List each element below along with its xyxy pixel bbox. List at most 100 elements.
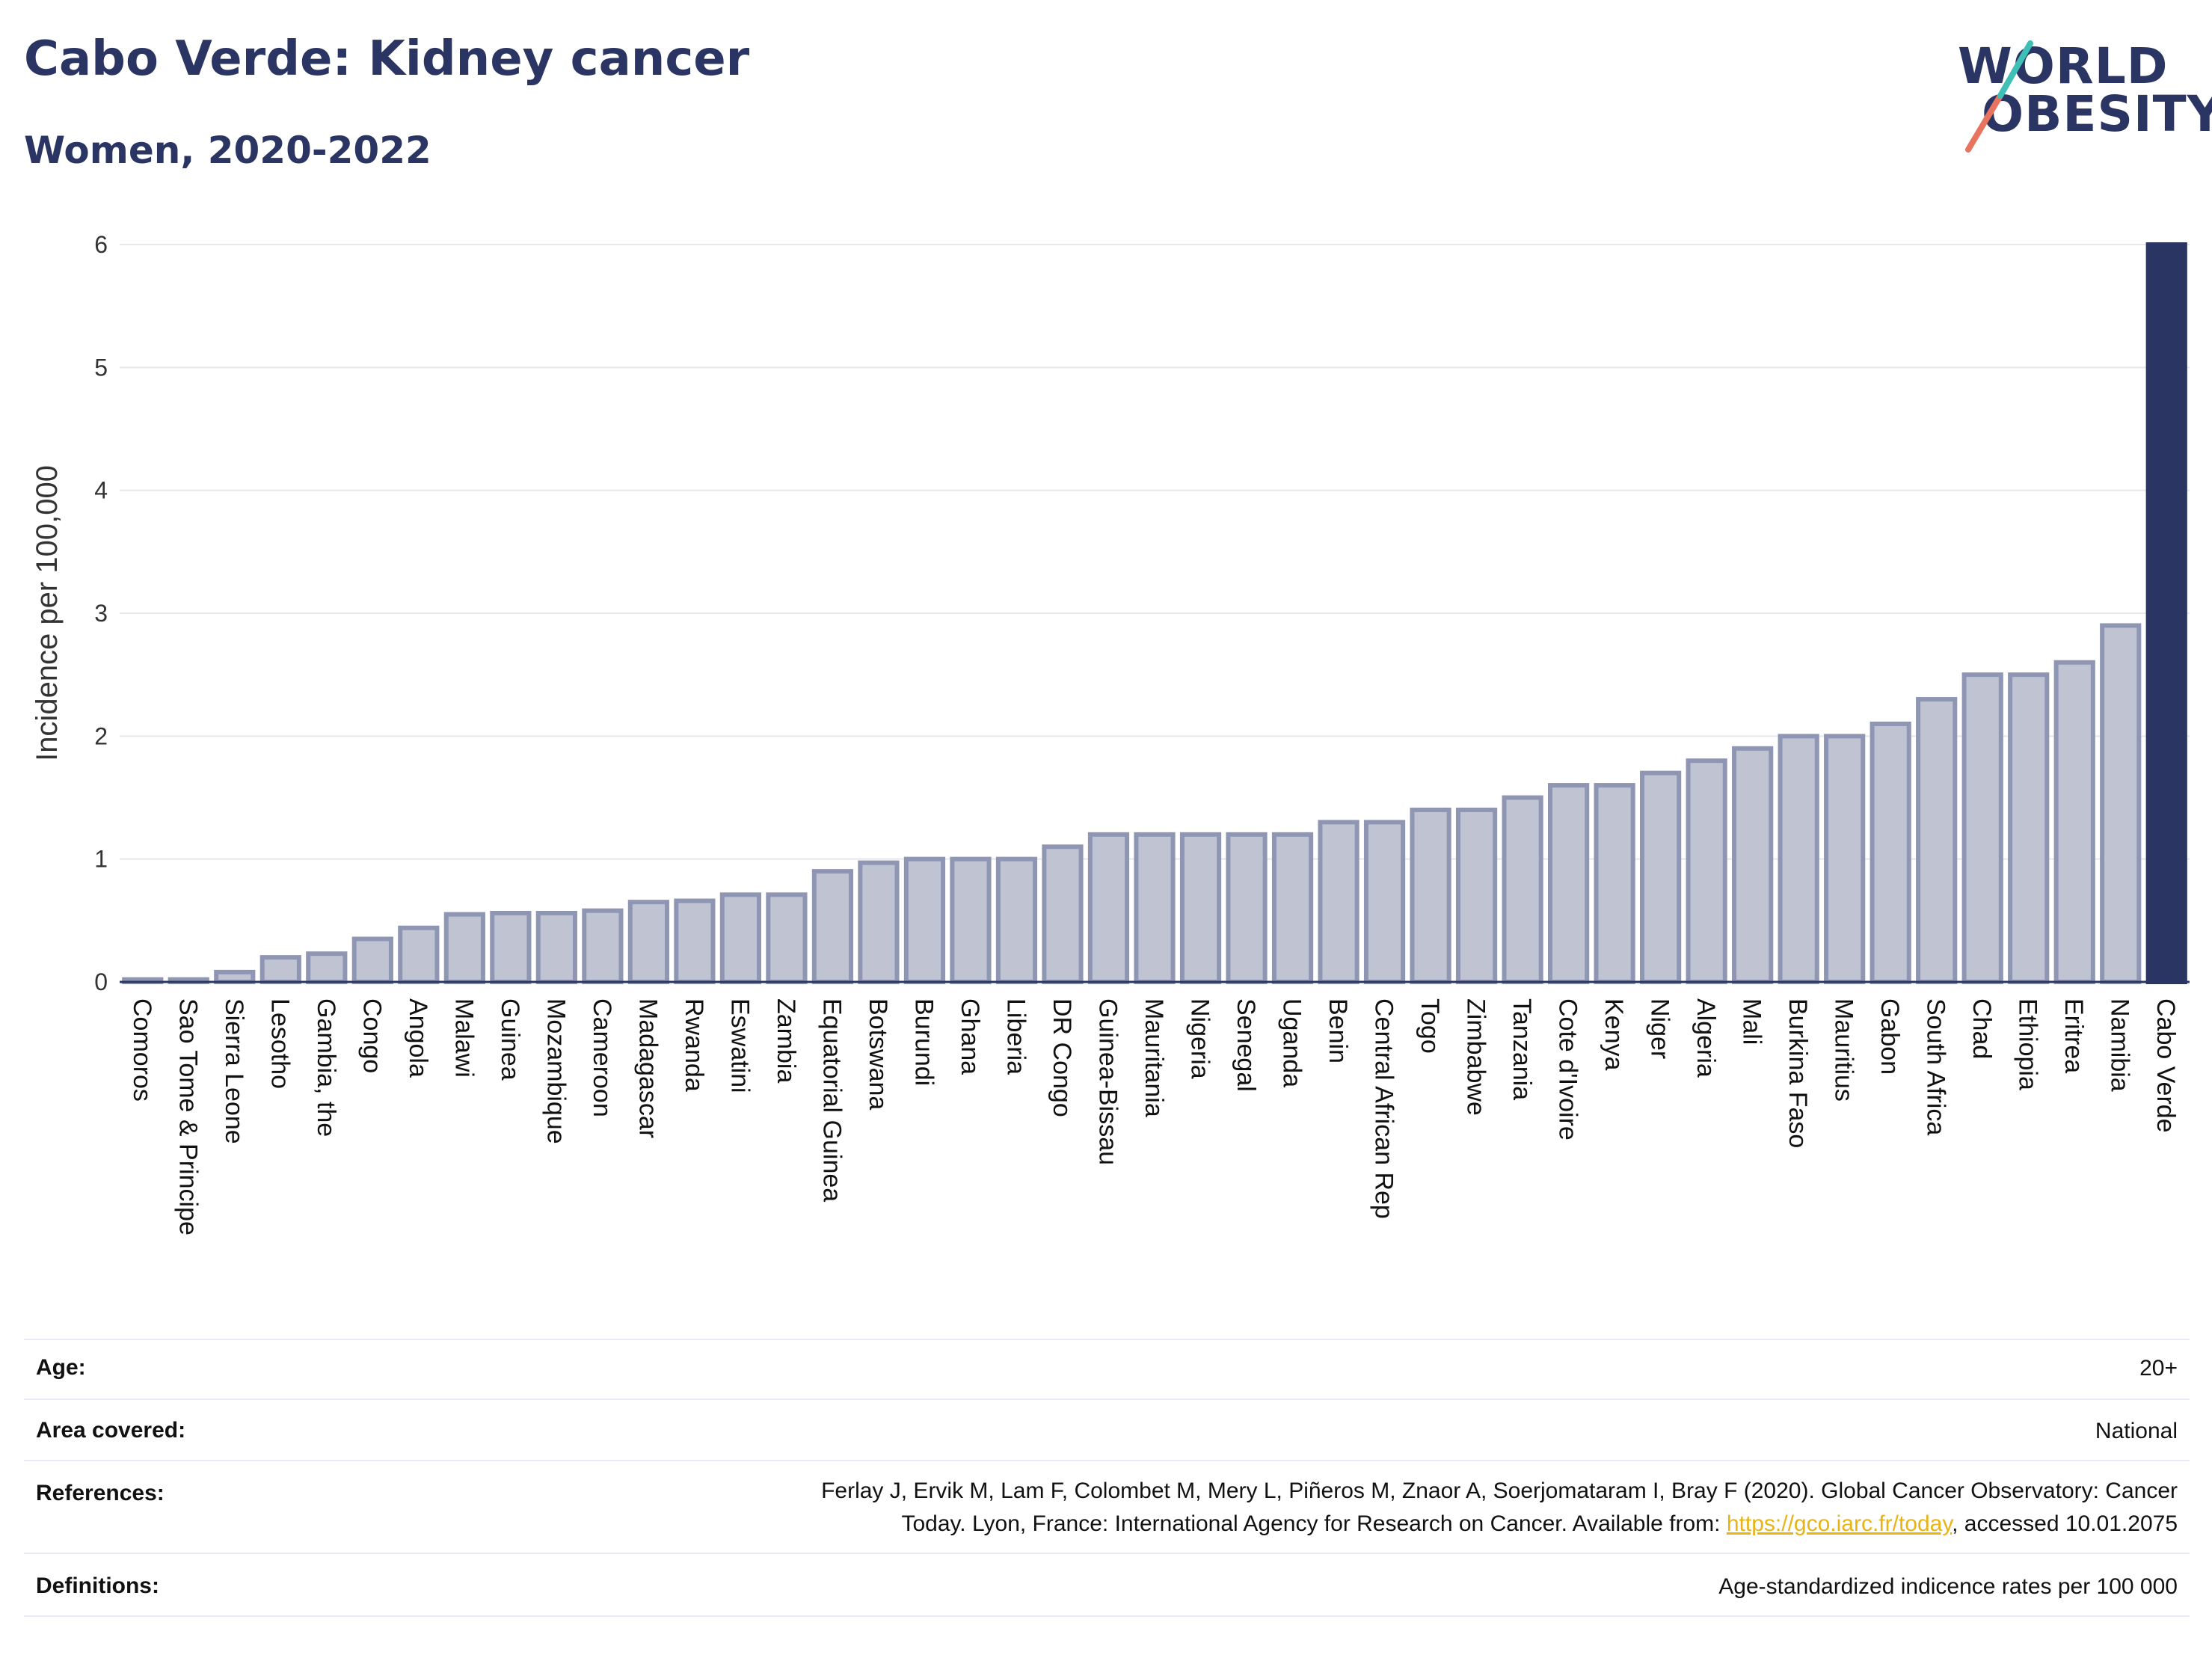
x-tick-label: Chad bbox=[1967, 998, 1996, 1059]
bar bbox=[1870, 721, 1911, 985]
x-tick-label: Malawi bbox=[449, 998, 478, 1078]
x-tick-label: Benin bbox=[1324, 998, 1352, 1063]
x-tick-label: Sao Tome & Principe bbox=[173, 998, 202, 1235]
bar bbox=[1640, 770, 1682, 984]
bar-chart: 0 1 2 3 4 5 6 Incidence per 100,000 Comoros Sao T… bbox=[31, 231, 2190, 1235]
x-tick-label: Mauritius bbox=[1830, 998, 1858, 1102]
bar bbox=[1042, 844, 1084, 984]
x-tick-label: Zimbabwe bbox=[1462, 998, 1490, 1116]
references-line-1: Ferlay J, Ervik M, Lam F, Colombet M, Me… bbox=[821, 1479, 2178, 1503]
bar bbox=[490, 910, 532, 985]
bar bbox=[1916, 697, 1958, 984]
x-tick-label: Liberia bbox=[1001, 998, 1030, 1075]
bar bbox=[1594, 783, 1635, 984]
bar bbox=[719, 892, 762, 985]
y-axis-label: Incidence per 100,000 bbox=[31, 465, 64, 761]
references-link[interactable]: https://gco.iarc.fr/today bbox=[1726, 1511, 1953, 1536]
x-tick-label: Cameroon bbox=[588, 998, 616, 1117]
x-tick-label: Algeria bbox=[1692, 998, 1720, 1078]
bar bbox=[259, 955, 301, 984]
x-tick-label: Niger bbox=[1646, 998, 1674, 1059]
bar bbox=[811, 869, 854, 984]
chart-subtitle: Women, 2020-2022 bbox=[24, 129, 431, 172]
age-value: 20+ bbox=[2139, 1356, 2178, 1381]
bar bbox=[535, 910, 577, 985]
x-tick-label: Rwanda bbox=[680, 998, 708, 1092]
chart-title: Cabo Verde: Kidney cancer bbox=[24, 31, 750, 87]
bar bbox=[2053, 660, 2095, 984]
bar bbox=[443, 912, 485, 985]
x-tick-label: Gabon bbox=[1875, 998, 1904, 1075]
x-tick-label: Nigeria bbox=[1186, 998, 1214, 1079]
bar bbox=[1410, 807, 1451, 985]
bar bbox=[1502, 795, 1543, 984]
bar bbox=[351, 936, 393, 984]
bar bbox=[1455, 807, 1498, 985]
area-label: Area covered: bbox=[36, 1418, 186, 1443]
x-tick-label: Burundi bbox=[909, 998, 938, 1086]
references-value: Ferlay J, Ervik M, Lam F, Colombet M, Me… bbox=[821, 1475, 2178, 1541]
x-tick-label: Congo bbox=[357, 998, 386, 1073]
x-tick-label: Togo bbox=[1416, 998, 1444, 1054]
bar bbox=[1778, 734, 1819, 984]
definitions-row: Definitions: Age-standardized indicence … bbox=[24, 1554, 2190, 1617]
bar bbox=[1961, 672, 2003, 985]
bar bbox=[627, 900, 669, 985]
logo-line-1: WORLD bbox=[1958, 37, 2169, 95]
bar bbox=[995, 856, 1038, 984]
x-tick-label: South Africa bbox=[1922, 998, 1950, 1135]
logo-line-2: OBESITY bbox=[1982, 85, 2212, 143]
bar bbox=[903, 856, 946, 984]
references-row: References: Ferlay J, Ervik M, Lam F, Co… bbox=[24, 1461, 2190, 1554]
x-tick-label: Mozambique bbox=[541, 998, 570, 1144]
definitions-label: Definitions: bbox=[36, 1573, 159, 1598]
x-tick-label: Cabo Verde bbox=[2151, 998, 2180, 1133]
x-tick-label: Mauritania bbox=[1140, 998, 1168, 1117]
references-label: References: bbox=[36, 1481, 165, 1505]
y-tick-label: 6 bbox=[94, 231, 108, 258]
x-tick-label: Mali bbox=[1738, 998, 1766, 1045]
bar bbox=[2008, 672, 2050, 985]
bar bbox=[858, 860, 900, 985]
age-row: Age: 20+ bbox=[24, 1339, 2190, 1400]
x-tick-label: Uganda bbox=[1278, 998, 1306, 1087]
bar bbox=[1226, 832, 1268, 985]
bar bbox=[1087, 832, 1130, 985]
y-tick-label: 4 bbox=[94, 477, 108, 504]
references-line-2: Today. Lyon, France: International Agenc… bbox=[821, 1508, 2178, 1541]
x-tick-label: Ghana bbox=[956, 998, 984, 1075]
bar bbox=[214, 969, 256, 985]
bar bbox=[950, 856, 992, 984]
bar bbox=[1271, 832, 1314, 985]
bar bbox=[1547, 783, 1590, 984]
x-tick-label: Eritrea bbox=[2059, 998, 2088, 1073]
x-tick-label: Central African Rep bbox=[1370, 998, 1398, 1219]
x-tick-label: Tanzania bbox=[1508, 998, 1536, 1100]
x-tick-label: Burkina Faso bbox=[1784, 998, 1812, 1148]
bar bbox=[582, 908, 624, 984]
x-tick-label: Equatorial Guinea bbox=[817, 998, 846, 1202]
bar bbox=[674, 898, 716, 985]
y-tick-label: 3 bbox=[94, 600, 108, 627]
definitions-value: Age-standardized indicence rates per 100… bbox=[1718, 1574, 2178, 1599]
bar bbox=[1179, 832, 1222, 985]
bar bbox=[766, 892, 808, 985]
area-value: National bbox=[2095, 1419, 2178, 1443]
world-obesity-logo: WORLD OBESITY bbox=[1944, 30, 2212, 165]
x-tick-label: DR Congo bbox=[1048, 998, 1076, 1117]
bar bbox=[1824, 734, 1866, 984]
bar bbox=[1686, 758, 1727, 984]
age-label: Age: bbox=[36, 1355, 86, 1380]
x-tick-label: Eswatini bbox=[725, 998, 754, 1093]
bar bbox=[1318, 820, 1360, 985]
y-tick-label: 1 bbox=[94, 846, 108, 873]
x-tick-label: Ethiopia bbox=[2014, 998, 2042, 1090]
x-tick-label: Angola bbox=[404, 998, 432, 1078]
x-tick-label: Guinea bbox=[496, 998, 524, 1081]
x-tick-label: Namibia bbox=[2106, 998, 2134, 1092]
bar bbox=[306, 951, 348, 985]
x-tick-label: Lesotho bbox=[265, 998, 294, 1089]
x-tick-label: Gambia, the bbox=[312, 998, 340, 1137]
logo-slash-icon bbox=[1965, 40, 2033, 153]
references-line-2-text: Today. Lyon, France: International Agenc… bbox=[901, 1511, 1727, 1536]
